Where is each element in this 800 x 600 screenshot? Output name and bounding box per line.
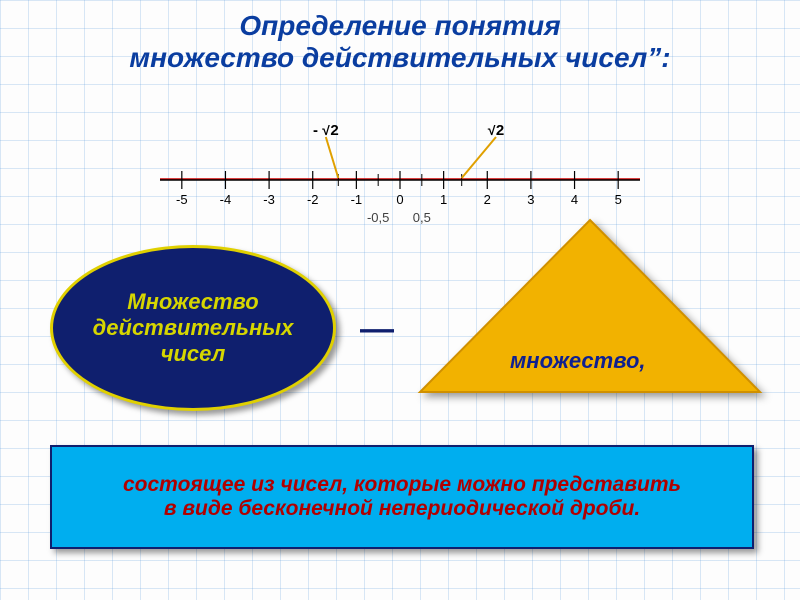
- title-line-1: Определение понятия: [0, 10, 800, 42]
- ellipse-line: действительных: [93, 315, 294, 341]
- svg-text:1: 1: [440, 192, 447, 207]
- real-numbers-ellipse: Множестводействительныхчисел: [50, 245, 336, 411]
- ellipse-text: Множестводействительныхчисел: [93, 289, 294, 367]
- definition-line: состоящее из чисел, которые можно предст…: [123, 473, 681, 497]
- svg-text:0: 0: [396, 192, 403, 207]
- svg-text:-0,5: -0,5: [367, 210, 389, 225]
- triangle-label: множество,: [510, 348, 646, 374]
- title-line-2: множество действительных чисел”:: [0, 42, 800, 74]
- svg-text:4: 4: [571, 192, 578, 207]
- definition-line: в виде бесконечной непериодической дроби…: [123, 497, 681, 521]
- svg-text:-3: -3: [263, 192, 275, 207]
- svg-text:-1: -1: [351, 192, 363, 207]
- svg-text:√2: √2: [488, 125, 505, 139]
- equals-dash: —: [360, 310, 394, 349]
- definition-text: состоящее из чисел, которые можно предст…: [123, 473, 681, 521]
- ellipse-line: чисел: [93, 341, 294, 367]
- ellipse-line: Множество: [93, 289, 294, 315]
- definition-box: состоящее из чисел, которые можно предст…: [50, 445, 754, 549]
- svg-text:3: 3: [527, 192, 534, 207]
- slide-title: Определение понятия множество действител…: [0, 10, 800, 74]
- svg-text:-2: -2: [307, 192, 319, 207]
- svg-text:5: 5: [615, 192, 622, 207]
- svg-text:2: 2: [484, 192, 491, 207]
- svg-text:-5: -5: [176, 192, 188, 207]
- svg-text:-4: -4: [220, 192, 232, 207]
- svg-text:- √2: - √2: [313, 125, 339, 139]
